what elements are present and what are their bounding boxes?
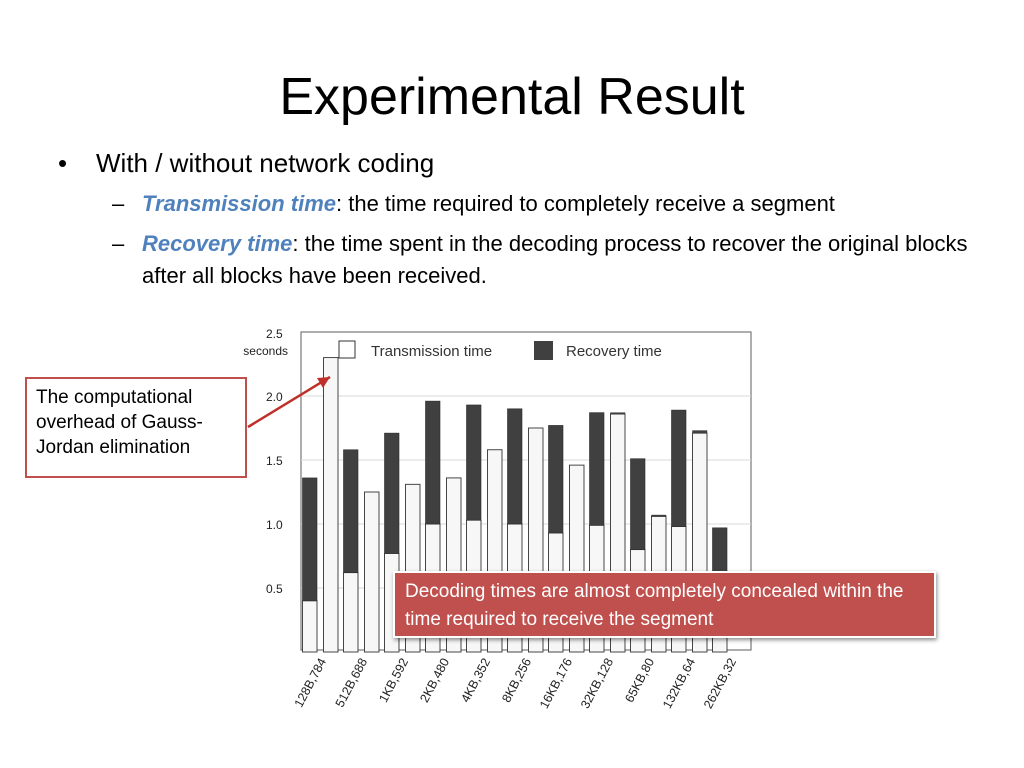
y-axis-label: seconds xyxy=(243,344,288,358)
recovery-bar-nc xyxy=(630,458,646,550)
recovery-bar-nc xyxy=(548,425,564,534)
x-tick-label: 132KB,64 xyxy=(660,656,698,711)
sub-bullet-dash: – xyxy=(112,231,125,256)
bullet-main-text: With / without network coding xyxy=(96,148,435,178)
x-tick-label: 4KB,352 xyxy=(458,656,493,705)
recovery-bar-plain xyxy=(692,430,708,434)
concealed-callout: Decoding times are almost completely con… xyxy=(393,571,936,638)
y-axis-ticks: 0.5 1.0 1.5 2.0 2.5 xyxy=(266,327,283,596)
y-tick-label: 1.5 xyxy=(266,454,283,468)
transmission-bar-plain xyxy=(364,491,380,653)
slide-title: Experimental Result xyxy=(279,68,745,126)
recovery-bar-nc xyxy=(671,409,687,527)
legend: Transmission time Recovery time xyxy=(338,340,662,360)
recovery-time-definition: : the time spent in the decoding process… xyxy=(142,231,968,288)
x-tick-label: 32KB,128 xyxy=(578,656,616,711)
callout-arrow-line xyxy=(247,375,331,429)
transmission-bar-nc xyxy=(302,600,318,653)
x-tick-label: 2KB,480 xyxy=(417,656,452,705)
transmission-time-term: Transmission time xyxy=(142,191,336,216)
recovery-bar-nc xyxy=(507,408,523,525)
x-tick-label: 65KB,80 xyxy=(622,656,657,705)
recovery-bar-nc xyxy=(466,404,482,521)
sub-bullet-transmission: – Transmission time: the time required t… xyxy=(58,188,988,220)
callout-arrow-head xyxy=(317,377,330,388)
bullet-list: • With / without network coding – Transm… xyxy=(58,146,988,292)
x-tick-label: 512B,688 xyxy=(333,656,371,710)
x-tick-label: 128B,784 xyxy=(292,656,330,710)
sub-bullet-recovery: – Recovery time: the time spent in the d… xyxy=(58,228,988,292)
x-tick-label: 16KB,176 xyxy=(537,656,575,711)
x-tick-label: 262KB,32 xyxy=(701,656,739,711)
bullet-dot: • xyxy=(58,148,68,178)
legend-label-recovery: Recovery time xyxy=(566,343,662,360)
legend-swatch-transmission xyxy=(338,340,356,359)
recovery-bar-nc xyxy=(302,477,318,602)
recovery-time-term: Recovery time xyxy=(142,231,293,256)
recovery-bar-plain xyxy=(610,412,626,415)
transmission-time-definition: : the time required to completely receiv… xyxy=(336,191,835,216)
overhead-callout: The computational overhead of Gauss-Jord… xyxy=(25,377,247,478)
legend-label-transmission: Transmission time xyxy=(371,343,492,360)
transmission-bar-nc xyxy=(343,572,359,653)
recovery-bar-nc xyxy=(384,432,400,554)
x-tick-label: 1KB,592 xyxy=(376,656,411,705)
recovery-bar-nc xyxy=(425,400,441,525)
sub-bullet-dash: – xyxy=(112,191,125,216)
x-axis-labels: 128B,784 512B,688 1KB,592 2KB,480 4KB,352 8KB… xyxy=(292,656,740,711)
legend-swatch-recovery xyxy=(534,341,553,360)
transmission-bar-plain xyxy=(323,357,339,653)
y-tick-label: 2.5 xyxy=(266,327,283,341)
recovery-bar-nc xyxy=(343,449,359,573)
bullet-main: • With / without network coding xyxy=(58,146,988,180)
y-tick-label: 0.5 xyxy=(266,582,283,596)
y-tick-label: 2.0 xyxy=(266,390,283,404)
recovery-bar-plain xyxy=(651,514,667,517)
x-tick-label: 8KB,256 xyxy=(499,656,534,705)
recovery-bar-nc xyxy=(589,412,605,526)
y-tick-label: 1.0 xyxy=(266,518,283,532)
